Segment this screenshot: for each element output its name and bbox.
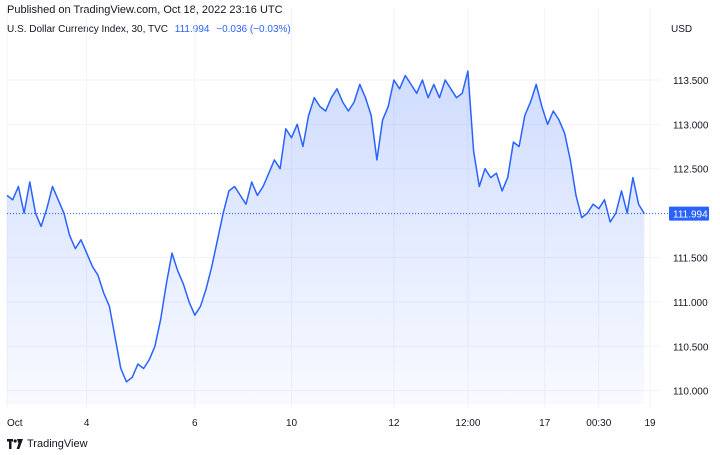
- currency-label: USD: [671, 24, 693, 35]
- tradingview-logo-icon: [7, 439, 23, 449]
- price-line: [6, 70, 645, 383]
- time-axis: Oct 4 6 10 12 12:00 17 00:30 19: [7, 418, 656, 429]
- x-tick-label: Oct: [7, 418, 23, 429]
- last-price-badge: 111.994: [669, 206, 709, 221]
- x-tick-label: 4: [84, 418, 90, 429]
- x-tick-label: 6: [192, 418, 198, 429]
- y-tick-label: 110.500: [673, 342, 709, 353]
- y-tick-label: 111.500: [673, 254, 708, 265]
- y-tick-label: 110.000: [673, 387, 709, 398]
- published-caption: Published on TradingView.com, Oct 18, 20…: [7, 4, 283, 16]
- symbol-name: U.S. Dollar Currency Index, 30, TVC: [7, 24, 168, 35]
- tradingview-brand[interactable]: TradingView: [7, 438, 88, 450]
- symbol-header: U.S. Dollar Currency Index, 30, TVC 111.…: [7, 24, 291, 35]
- y-tick-label: 112.500: [673, 165, 709, 176]
- tradingview-wordmark: TradingView: [27, 438, 88, 450]
- x-tick-label: 10: [286, 418, 298, 429]
- y-tick-label: 113.000: [673, 120, 709, 131]
- price-area-fill: [7, 71, 645, 404]
- y-tick-label: 113.500: [673, 76, 709, 87]
- last-price-badge-bg: [669, 206, 709, 221]
- x-tick-label: 19: [644, 418, 656, 429]
- x-tick-label: 12:00: [455, 418, 480, 429]
- y-tick-label: 111.000: [673, 298, 708, 309]
- x-tick-label: 17: [539, 418, 551, 429]
- last-price: 111.994: [174, 24, 210, 35]
- last-price-badge-label: 111.994: [673, 210, 708, 221]
- x-tick-label: 00:30: [586, 418, 611, 429]
- price-change: −0.036 (−0.03%): [216, 24, 291, 35]
- price-axis: 110.000110.500111.000111.500112.000112.5…: [673, 76, 709, 398]
- x-tick-label: 12: [388, 418, 400, 429]
